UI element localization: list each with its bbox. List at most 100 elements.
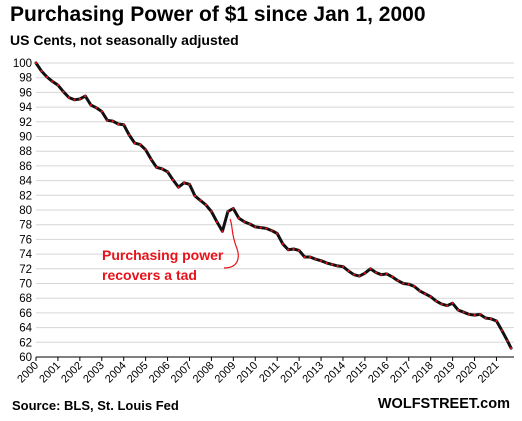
- data-point: [161, 167, 164, 170]
- x-tick-label: 2012: [278, 360, 304, 386]
- data-point: [336, 264, 339, 267]
- data-point: [484, 316, 487, 320]
- data-point: [221, 230, 224, 233]
- x-tick-label: 2005: [125, 360, 151, 386]
- y-tick-label: 88: [19, 146, 32, 158]
- data-point: [100, 110, 103, 113]
- data-point: [319, 259, 323, 262]
- x-tick-label: 2015: [344, 360, 370, 386]
- chart-title: Purchasing Power of $1 since Jan 1, 2000: [10, 3, 426, 26]
- data-point: [199, 199, 202, 202]
- y-tick-label: 76: [19, 234, 32, 246]
- data-point: [489, 317, 493, 320]
- y-tick-label: 92: [19, 117, 32, 129]
- data-point: [182, 181, 186, 184]
- data-point: [369, 267, 372, 270]
- y-tick-label: 64: [19, 323, 32, 335]
- data-point: [287, 248, 290, 251]
- data-point: [265, 227, 268, 230]
- x-tick-label: 2017: [388, 360, 414, 386]
- data-point: [347, 269, 350, 273]
- y-tick-label: 90: [19, 132, 32, 144]
- data-point: [171, 178, 175, 181]
- data-point: [89, 103, 92, 106]
- data-point: [303, 255, 306, 259]
- data-point: [407, 283, 410, 286]
- data-point: [155, 166, 158, 169]
- data-point: [363, 272, 366, 275]
- y-tick-label: 70: [19, 279, 32, 291]
- data-point: [243, 220, 246, 223]
- data-point: [111, 120, 114, 123]
- data-point: [95, 106, 98, 109]
- x-tick-label: 2020: [454, 360, 480, 386]
- x-tick-label: 2021: [476, 360, 502, 386]
- data-point: [133, 142, 136, 145]
- annotation-group: Purchasing power recovers a tad: [102, 218, 239, 283]
- x-tick-label: 2014: [322, 360, 348, 386]
- data-point: [270, 229, 273, 232]
- data-point: [276, 232, 279, 235]
- data-point: [188, 183, 191, 186]
- data-point: [473, 314, 476, 317]
- data-point: [396, 279, 399, 282]
- data-point: [45, 75, 49, 79]
- x-tick-label: 2019: [432, 360, 458, 386]
- data-point: [435, 300, 438, 303]
- x-tick-label: 2008: [191, 360, 217, 386]
- x-tick-label: 2001: [37, 360, 63, 386]
- data-point: [40, 70, 43, 73]
- data-point: [62, 90, 65, 93]
- x-tick-label: 2003: [81, 360, 107, 386]
- data-point: [34, 61, 38, 65]
- x-tick-label: 2016: [366, 360, 392, 386]
- data-point: [385, 272, 388, 275]
- data-point: [500, 329, 503, 332]
- data-point: [462, 311, 465, 314]
- annotation-arrow: [223, 218, 239, 269]
- data-point: [330, 263, 334, 266]
- y-tick-label: 100: [13, 58, 32, 70]
- x-tick-label: 2013: [300, 360, 326, 386]
- data-point: [254, 225, 257, 228]
- data-point: [259, 226, 262, 229]
- data-point: [193, 194, 197, 198]
- data-point: [391, 275, 394, 278]
- chart-subtitle: US Cents, not seasonally adjusted: [10, 32, 239, 48]
- data-point: [402, 282, 405, 285]
- data-point: [413, 285, 416, 288]
- data-point: [232, 207, 235, 210]
- data-point: [128, 133, 131, 137]
- data-point: [73, 98, 76, 101]
- data-point: [51, 80, 54, 83]
- data-point: [292, 247, 295, 251]
- data-point: [314, 258, 317, 261]
- data-point: [352, 273, 355, 276]
- data-point: [122, 123, 125, 126]
- data-point: [446, 304, 449, 307]
- x-tick-label: 2010: [235, 360, 261, 386]
- series-line-0: [34, 61, 513, 350]
- source-note: Source: BLS, St. Louis Fed: [12, 398, 179, 413]
- data-point: [237, 217, 240, 220]
- data-point: [510, 347, 513, 350]
- data-point: [495, 319, 498, 323]
- x-tick-label: 2004: [103, 360, 129, 386]
- x-tick-label: 2009: [213, 360, 239, 386]
- y-tick-label: 66: [19, 308, 32, 320]
- y-tick-label: 84: [19, 176, 32, 188]
- data-point: [468, 313, 471, 316]
- gridlines: [36, 62, 514, 343]
- y-tick-label: 60: [19, 352, 32, 364]
- annotation-text-line-2: recovers a tad: [102, 267, 197, 283]
- data-point: [380, 273, 383, 276]
- x-axis-ticks: 2000200120022003200420052006200720082009…: [15, 357, 502, 386]
- data-point: [150, 158, 153, 161]
- data-point: [144, 148, 147, 151]
- series-group: [34, 61, 513, 350]
- data-point: [166, 170, 169, 173]
- data-point: [429, 295, 432, 298]
- y-tick-label: 68: [19, 293, 32, 305]
- y-axis-ticks: 60 62 64 66 68 70 72 74 76 78 80 82 84 86 88 90 92 94 96 98…: [13, 58, 33, 364]
- y-tick-label: 78: [19, 220, 32, 232]
